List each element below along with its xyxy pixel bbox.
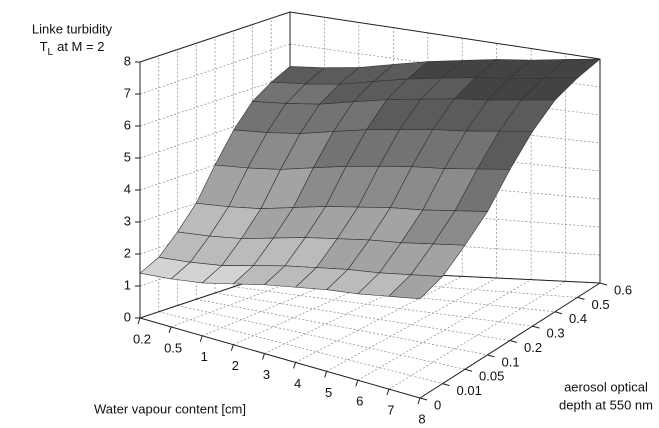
x-tick-label: 2 — [232, 358, 239, 373]
y-tick-label: 0 — [434, 397, 441, 412]
tick-mark — [464, 368, 473, 372]
tick-mark — [386, 388, 390, 396]
tick-mark — [261, 353, 265, 360]
y-axis-label: aerosol optical — [564, 379, 648, 394]
x-axis-label: Water vapour content [cm] — [94, 401, 246, 416]
x-tick-label: 3 — [263, 367, 270, 382]
z-tick-label: 1 — [124, 277, 131, 292]
x-tick-label: 8 — [418, 411, 425, 426]
y-tick-label: 0.01 — [457, 383, 482, 398]
z-axis-label: TL at M = 2 — [40, 39, 105, 57]
x-tick-label: 0.2 — [133, 331, 151, 346]
tick-mark — [137, 317, 141, 325]
z-tick-label: 7 — [124, 85, 131, 100]
x-tick-label: 6 — [356, 394, 363, 409]
z-axis-label: Linke turbidity — [32, 21, 113, 36]
z-tick-label: 5 — [124, 149, 131, 164]
y-tick-label: 0.1 — [502, 354, 520, 369]
y-tick-label: 0.5 — [592, 297, 610, 312]
z-tick-label: 2 — [124, 245, 131, 260]
tick-mark — [324, 371, 328, 378]
z-axis-label-subscript: L — [48, 47, 54, 58]
grid-line — [177, 305, 466, 370]
y-tick-label: 0.4 — [569, 311, 587, 326]
box-edge — [139, 11, 291, 63]
tick-mark — [293, 362, 297, 369]
surface-cell — [388, 274, 444, 300]
grid-line — [158, 311, 443, 384]
tick-mark — [355, 380, 359, 387]
tick-mark — [532, 325, 540, 329]
tick-mark — [487, 354, 495, 358]
tick-mark — [442, 383, 450, 387]
tick-mark — [509, 340, 518, 343]
x-tick-label: 7 — [387, 403, 394, 418]
tick-mark — [577, 296, 585, 300]
z-tick-label: 6 — [124, 117, 131, 132]
tick-mark — [419, 397, 428, 401]
grid-line — [233, 272, 394, 345]
tick-mark — [599, 282, 608, 286]
x-tick-label: 0.5 — [164, 340, 182, 355]
y-tick-label: 0.6 — [614, 282, 632, 297]
grid-line — [388, 281, 566, 390]
box-edge — [139, 317, 421, 399]
grid-line — [326, 277, 497, 372]
z-tick-label: 3 — [124, 213, 131, 228]
x-tick-label: 5 — [325, 385, 332, 400]
y-tick-label: 0.05 — [479, 369, 504, 384]
y-axis-label: depth at 550 nm — [559, 397, 653, 412]
y-tick-label: 0.3 — [547, 326, 565, 341]
tick-mark — [417, 397, 421, 405]
z-axis-label-rest: at M = 2 — [57, 39, 104, 54]
x-tick-label: 4 — [294, 376, 301, 391]
z-axis-label-symbol: T — [40, 39, 48, 54]
tick-mark — [168, 326, 172, 334]
z-tick-label: 8 — [124, 53, 131, 68]
y-tick-label: 0.2 — [524, 340, 542, 355]
tick-mark — [230, 344, 234, 351]
z-tick-label: 4 — [124, 181, 131, 196]
tick-mark — [199, 335, 203, 342]
tick-mark — [554, 311, 563, 315]
z-tick-label: 0 — [124, 309, 131, 324]
grid-line — [214, 292, 511, 341]
x-tick-label: 1 — [201, 349, 208, 364]
grid-line — [196, 298, 488, 356]
box-edge — [289, 11, 601, 60]
